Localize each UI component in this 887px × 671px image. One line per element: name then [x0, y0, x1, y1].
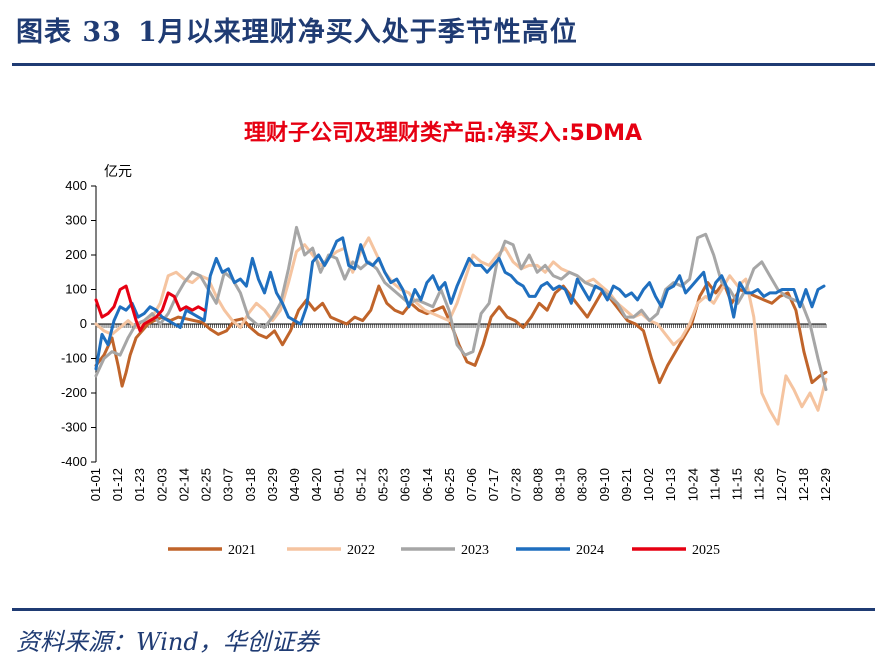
- x-tick-label: 08-08: [530, 468, 545, 501]
- x-tick-label: 01-23: [132, 468, 147, 501]
- series-2023: [94, 225, 828, 392]
- legend-label: 2021: [228, 543, 256, 558]
- x-tick-label: 01-12: [110, 468, 125, 501]
- y-axis-unit: 亿元: [104, 164, 132, 180]
- x-tick-label: 10-02: [641, 468, 656, 501]
- x-tick-label: 12-18: [796, 468, 811, 501]
- figure-title: 图表 33 1月以来理财净买入处于季节性高位: [16, 10, 594, 49]
- chart-title: 理财子公司及理财类产品:净买入:5DMA: [244, 120, 642, 146]
- x-tick-label: 10-24: [685, 468, 700, 501]
- source-note: 资料来源：Wind，华创证券: [16, 628, 319, 656]
- x-tick-label: 05-01: [331, 468, 346, 501]
- x-tick-label: 01-01: [88, 468, 103, 501]
- x-tick-label: 12-07: [774, 468, 789, 501]
- x-tick-label: 06-03: [398, 468, 413, 501]
- legend-label: 2025: [692, 543, 720, 558]
- x-tick-label: 09-10: [597, 468, 612, 501]
- legend-item-2024: 2024: [516, 543, 604, 558]
- figure-label: 图表 33: [16, 17, 122, 48]
- x-tick-label: 09-21: [619, 468, 634, 501]
- x-tick-label: 04-09: [287, 468, 302, 501]
- x-tick-label: 03-07: [221, 468, 236, 501]
- line-chart: 理财子公司及理财类产品:净买入:5DMA 亿元 400 300 200 100 0 -10…: [61, 120, 833, 558]
- x-tick-label: 08-30: [575, 468, 590, 501]
- x-tick-label: 03-18: [243, 468, 258, 501]
- x-axis: 01-01 01-12 01-23 02-03 02-14 02-25 03-07 03-18…: [88, 323, 833, 501]
- y-ticks: 400 300 200 100 0 -100 -200 -300 -400: [61, 178, 96, 469]
- x-tick-label: 11-26: [752, 468, 767, 500]
- x-tick-label: 04-20: [309, 468, 324, 501]
- x-tick-label: 02-03: [154, 468, 169, 501]
- series-2024: [94, 236, 826, 371]
- y-tick-label: 300: [65, 213, 87, 228]
- y-tick-label: -300: [61, 420, 87, 435]
- x-tick-label: 11-04: [707, 468, 722, 500]
- y-tick-label: 200: [65, 247, 87, 262]
- series-2025: [94, 284, 206, 333]
- x-tick-label: 03-29: [265, 468, 280, 501]
- legend-item-2022: 2022: [287, 543, 375, 558]
- x-tick-label: 02-14: [176, 468, 191, 501]
- legend-item-2023: 2023: [401, 543, 489, 558]
- x-tick-label: 02-25: [199, 468, 214, 501]
- y-tick-label: -100: [61, 351, 87, 366]
- x-tick-label: 11-15: [730, 468, 745, 500]
- x-tick-label: 06-14: [420, 468, 435, 501]
- x-tick-label: 07-28: [508, 468, 523, 501]
- legend-label: 2023: [461, 543, 489, 558]
- bottom-rule: [12, 608, 875, 611]
- x-tick-label: 06-25: [442, 468, 457, 501]
- x-tick-label: 07-06: [464, 468, 479, 501]
- x-tick-label: 07-17: [486, 468, 501, 501]
- legend-item-2025: 2025: [632, 543, 720, 558]
- legend-label: 2024: [576, 543, 604, 558]
- figure-heading: 1月以来理财净买入处于季节性高位: [137, 17, 578, 48]
- series-lines: [94, 225, 828, 426]
- y-tick-label: -400: [61, 454, 87, 469]
- top-rule: [12, 63, 875, 66]
- y-tick-label: 100: [65, 282, 87, 297]
- y-tick-label: -200: [61, 385, 87, 400]
- legend: 2021 2022 2023 2024 2025: [168, 543, 720, 558]
- x-tick-label: 05-23: [376, 468, 391, 501]
- legend-item-2021: 2021: [168, 543, 256, 558]
- legend-label: 2022: [347, 543, 375, 558]
- x-tick-label: 08-19: [553, 468, 568, 501]
- y-tick-label: 0: [80, 316, 87, 331]
- y-tick-label: 400: [65, 178, 87, 193]
- x-tick-label: 05-12: [353, 468, 368, 501]
- x-tick-label: 12-29: [818, 468, 833, 501]
- x-tick-label: 10-13: [663, 468, 678, 501]
